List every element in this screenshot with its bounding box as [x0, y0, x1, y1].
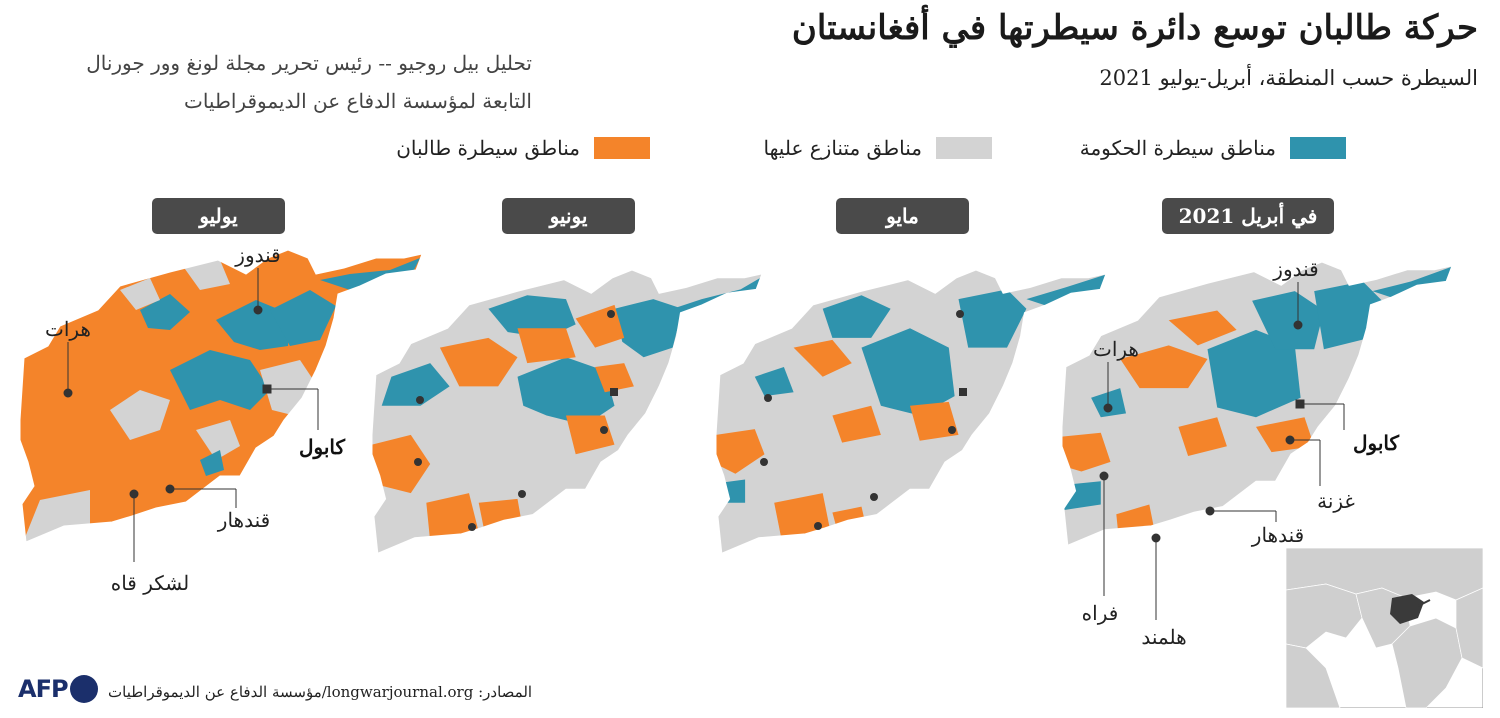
credit-line-2: التابعة لمؤسسة الدفاع عن الديموقراطيات: [184, 89, 532, 113]
badge-may: مايو: [836, 198, 969, 234]
legend-contested-swatch: [936, 137, 992, 159]
legend-government-swatch: [1290, 137, 1346, 159]
april-herat-dot: [1103, 403, 1113, 413]
may-markers: [760, 310, 967, 530]
badge-june: يونيو: [502, 198, 635, 234]
april-kunduz-dot: [1293, 320, 1303, 330]
source-text: المصادر: longwarjournal.org/مؤسسة الدفاع…: [108, 683, 533, 701]
april-label-ghazni: غزنة: [1317, 489, 1355, 513]
april-label-kunduz: قندوز: [1272, 257, 1318, 281]
july-markers: [63, 268, 319, 562]
legend-government: مناطق سيطرة الحكومة: [1080, 133, 1346, 163]
map-may: [715, 269, 1107, 554]
afp-logo: AFP: [18, 675, 98, 703]
april-label-herat: هرات: [1093, 337, 1139, 361]
badge-july: يوليو: [152, 198, 285, 234]
july-kabul-marker: [262, 384, 272, 394]
legend-taliban: مناطق سيطرة طالبان: [396, 133, 650, 163]
july-label-lashkar-gah: لشكر قاه: [111, 571, 190, 595]
inset-afghanistan-highlight: [1390, 594, 1424, 624]
map-april: [1061, 261, 1453, 546]
april-markers: [1099, 282, 1345, 620]
page-title: حركة طالبان توسع دائرة سيطرتها في أفغانس…: [791, 8, 1478, 48]
locator-inset-map: [1286, 548, 1483, 708]
legend-contested-label: مناطق متنازع عليها: [763, 136, 922, 160]
legend-contested: مناطق متنازع عليها: [763, 133, 992, 163]
july-kunduz-dot: [253, 305, 263, 315]
july-label-kandahar: قندهار: [217, 508, 270, 532]
july-label-kabul: كابول: [299, 435, 346, 460]
map-june: [371, 269, 763, 554]
july-herat-dot: [63, 388, 73, 398]
april-label-kandahar: قندهار: [1251, 523, 1304, 547]
map-july: [19, 249, 423, 543]
credit-line-1: تحليل بيل روجيو -- رئيس تحرير مجلة لونغ …: [86, 51, 532, 75]
afp-logo-text: AFP: [18, 675, 69, 703]
badge-april: في أبريل 2021: [1162, 198, 1334, 234]
june-markers: [414, 310, 618, 531]
page-subtitle: السيطرة حسب المنطقة، أبريل-يوليو 2021: [1099, 66, 1478, 90]
legend-government-label: مناطق سيطرة الحكومة: [1079, 136, 1276, 160]
analysis-credit: تحليل بيل روجيو -- رئيس تحرير مجلة لونغ …: [22, 44, 532, 120]
legend-taliban-label: مناطق سيطرة طالبان: [396, 136, 580, 160]
april-label-kabul: كابول: [1353, 431, 1400, 456]
july-label-kunduz: قندوز: [234, 243, 280, 267]
afp-logo-dot-icon: [69, 675, 98, 703]
july-label-herat: هرات: [45, 317, 91, 341]
legend-taliban-swatch: [594, 137, 650, 159]
april-label-helmand: هلمند: [1141, 625, 1186, 649]
april-label-farah: فراه: [1082, 601, 1119, 625]
april-kabul-marker: [1295, 399, 1305, 409]
